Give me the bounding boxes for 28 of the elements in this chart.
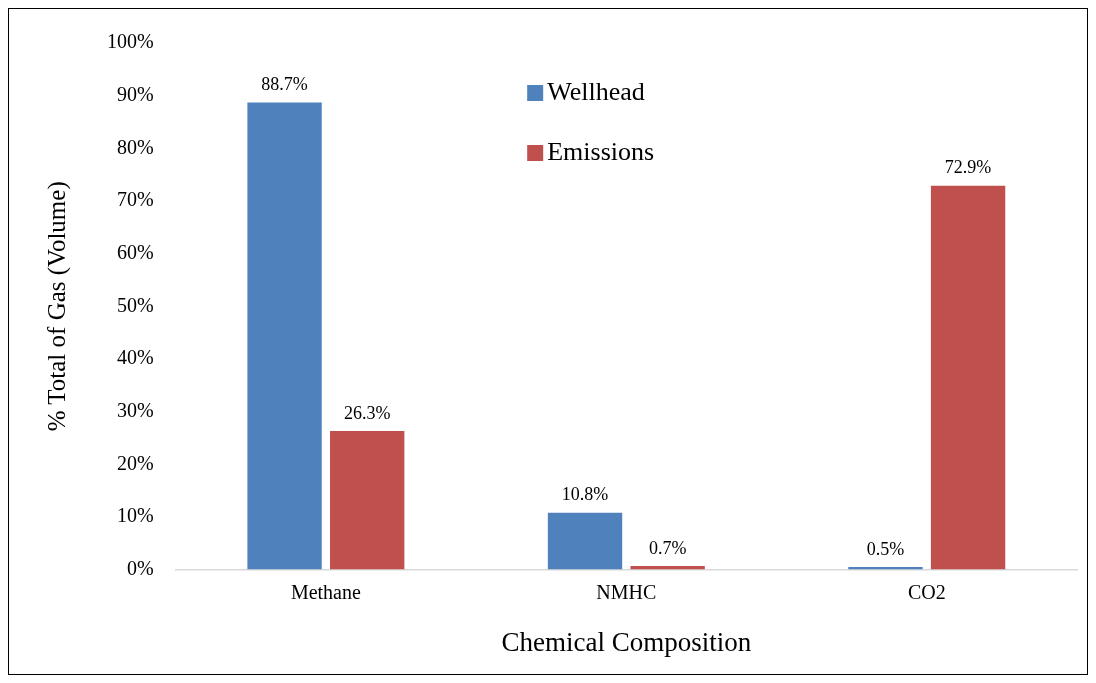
bar (247, 102, 322, 570)
x-axis-title: Chemical Composition (501, 626, 752, 657)
y-tick-label: 20% (116, 451, 154, 474)
y-tick-label: 60% (116, 240, 154, 263)
data-label: 0.5% (866, 538, 905, 559)
y-tick-label: 90% (116, 82, 154, 105)
bar (330, 431, 405, 570)
y-tick-label: 70% (116, 188, 154, 211)
y-tick-label: 80% (116, 135, 154, 158)
bar (547, 512, 623, 570)
x-tick-label: CO2 (907, 580, 946, 603)
y-tick-label: 10% (116, 504, 154, 527)
y-tick-label: 100% (106, 30, 154, 53)
bar (930, 185, 1006, 570)
data-label: 26.3% (343, 402, 391, 423)
legend-label: Wellhead (547, 76, 645, 106)
y-axis-title: % Total of Gas (Volume) (42, 181, 71, 432)
y-tick-label: 30% (116, 398, 154, 421)
x-tick-label: Methane (290, 580, 361, 603)
data-label: 72.9% (944, 157, 992, 178)
x-tick-label: NMHC (596, 580, 657, 603)
y-tick-label: 50% (116, 293, 154, 316)
data-label: 0.7% (648, 537, 687, 558)
data-label: 88.7% (261, 74, 308, 95)
y-tick-label: 0% (126, 556, 154, 579)
legend-label: Emissions (547, 136, 655, 166)
y-tick-label: 40% (116, 346, 154, 369)
data-label: 10.8% (561, 484, 609, 505)
